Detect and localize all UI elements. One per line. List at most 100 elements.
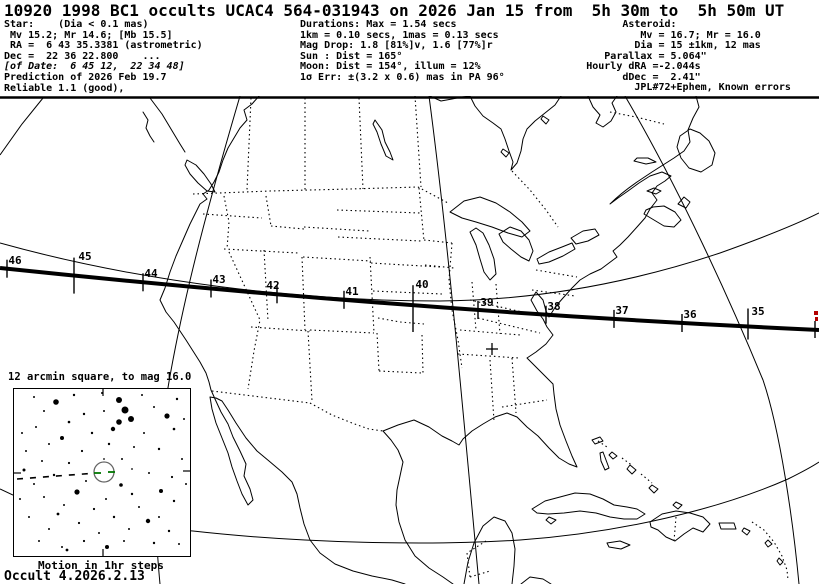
state-border — [501, 399, 548, 408]
star-dot — [157, 447, 161, 451]
lake-erie — [536, 242, 576, 265]
nova-scotia — [643, 205, 682, 228]
star-dot — [183, 418, 185, 420]
star-dot — [130, 492, 134, 496]
star-dot — [21, 432, 23, 434]
star-dot — [80, 449, 84, 453]
star-dot — [33, 396, 35, 398]
star-dot — [33, 483, 35, 485]
yucatan-peninsula — [463, 516, 516, 584]
of-date-line: [of Date: 6 45 12, 22 34 48] — [4, 61, 185, 72]
occultation-path-line — [0, 266, 819, 332]
meridian-line — [0, 97, 44, 156]
tick-label: 35 — [751, 305, 764, 318]
state-border — [495, 283, 501, 335]
state-border — [265, 195, 272, 227]
star-dot — [52, 473, 56, 477]
star-dot — [90, 431, 94, 435]
star-dot — [103, 410, 105, 412]
star-dot — [82, 539, 86, 543]
tick-label: 37 — [615, 304, 628, 317]
state-border — [223, 248, 299, 254]
star-dot — [85, 480, 87, 482]
antilles-island — [776, 557, 784, 566]
state-border — [535, 269, 578, 278]
alaska-panhandle-coast — [149, 97, 186, 153]
star-dots — [19, 392, 187, 552]
state-border — [424, 264, 455, 269]
province-border — [414, 96, 422, 188]
tick-label: 43 — [212, 273, 225, 286]
state-border — [336, 209, 421, 214]
bahamas-island — [626, 464, 637, 475]
star-dot — [116, 419, 122, 425]
belcher-islands — [540, 115, 550, 125]
star-dot — [123, 540, 125, 542]
star-dot — [43, 410, 45, 412]
state-border — [531, 289, 576, 297]
star-dot — [133, 446, 135, 448]
anticosti-island — [633, 157, 657, 165]
star-dot — [116, 397, 122, 403]
bahamas-island — [648, 484, 659, 494]
star-dot — [92, 507, 96, 511]
star-dot — [158, 516, 160, 518]
political-boundaries — [192, 96, 789, 581]
state-border — [202, 213, 263, 219]
state-border — [309, 329, 375, 334]
star-dot — [131, 468, 133, 470]
software-version: Occult 4.2026.2.13 — [4, 569, 145, 584]
jamaica — [606, 540, 631, 550]
lake-superior — [449, 196, 531, 238]
star-dot — [148, 472, 150, 474]
star-field — [14, 389, 190, 556]
honduras-coast — [520, 576, 552, 584]
star-dot — [121, 458, 123, 460]
prince-edward-island — [646, 187, 662, 195]
star-info-block: Star: (Dia < 0.1 mas) Mv 15.2; Mr 14.6; … — [4, 19, 203, 62]
tick-label: 45 — [78, 250, 91, 263]
akimiski-island — [500, 148, 510, 158]
star-dot — [181, 458, 183, 460]
state-border — [421, 334, 424, 374]
star-dot — [112, 515, 116, 519]
star-dot — [98, 532, 100, 534]
star-dot — [67, 420, 71, 424]
durations-block: Durations: Max = 1.54 secs 1km = 0.10 se… — [300, 19, 505, 83]
state-border — [471, 281, 477, 331]
star-dot — [38, 540, 40, 542]
us-canada-border — [192, 186, 449, 204]
star-dot — [41, 460, 43, 462]
province-border — [358, 97, 364, 190]
coastlines — [142, 96, 784, 584]
puerto-rico — [718, 522, 737, 530]
star-chart-inset — [13, 388, 191, 557]
star-dot — [159, 489, 163, 493]
inset-title: 12 arcmin square, to mag 16.0 — [8, 371, 192, 383]
red-edge-marker — [814, 311, 818, 321]
star-dot — [167, 529, 171, 533]
state-border — [489, 359, 495, 422]
star-dot — [105, 545, 109, 549]
star-dot — [110, 426, 116, 432]
bahamas-island — [591, 436, 604, 445]
mississippi-river-border — [448, 242, 463, 369]
tick-label: 38 — [547, 300, 560, 313]
asteroid-info-block: Asteroid: Mv = 16.7; Mr = 16.0 Dia = 15 … — [586, 19, 791, 93]
state-border — [250, 326, 311, 332]
star-dot — [145, 518, 151, 524]
state-border — [511, 357, 517, 414]
cape-breton — [677, 196, 691, 209]
star-dot — [61, 546, 63, 548]
parallel-line — [0, 212, 819, 302]
state-border — [369, 256, 375, 334]
us-mexico-border — [211, 390, 311, 404]
prediction-info-block: Prediction of 2026 Feb 19.7 Reliable 1.1… — [4, 72, 167, 94]
site-plus-marker — [486, 343, 498, 355]
state-border — [377, 317, 425, 325]
meridian-line — [624, 96, 800, 584]
antilles-island — [741, 527, 751, 536]
star-dot — [19, 498, 21, 500]
star-dot — [43, 496, 45, 498]
star-dot — [56, 512, 60, 516]
